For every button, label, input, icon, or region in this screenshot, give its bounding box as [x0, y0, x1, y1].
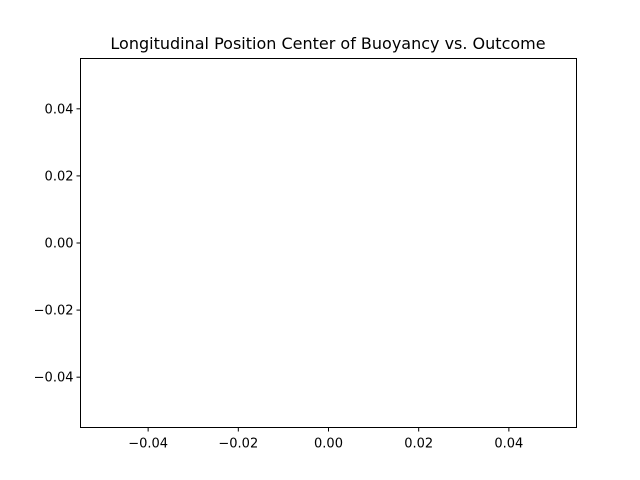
x-tick-label: −0.04 [128, 437, 168, 452]
y-tick-label: −0.04 [34, 371, 74, 386]
x-tick-label: 0.04 [494, 437, 523, 452]
x-axis: −0.04 −0.02 0.00 0.02 0.04 [128, 427, 523, 452]
y-tick-label: −0.02 [34, 304, 74, 319]
y-tick-label: 0.02 [45, 169, 74, 184]
x-tick-label: 0.02 [404, 437, 433, 452]
y-tick-label: 0.04 [45, 102, 74, 117]
y-axis: −0.04 −0.02 0.00 0.02 0.04 [34, 102, 81, 386]
x-tick-label: 0.00 [314, 437, 343, 452]
chart-title: Longitudinal Position Center of Buoyancy… [110, 34, 545, 53]
y-tick-label: 0.00 [45, 237, 74, 252]
x-tick-label: −0.02 [218, 437, 258, 452]
